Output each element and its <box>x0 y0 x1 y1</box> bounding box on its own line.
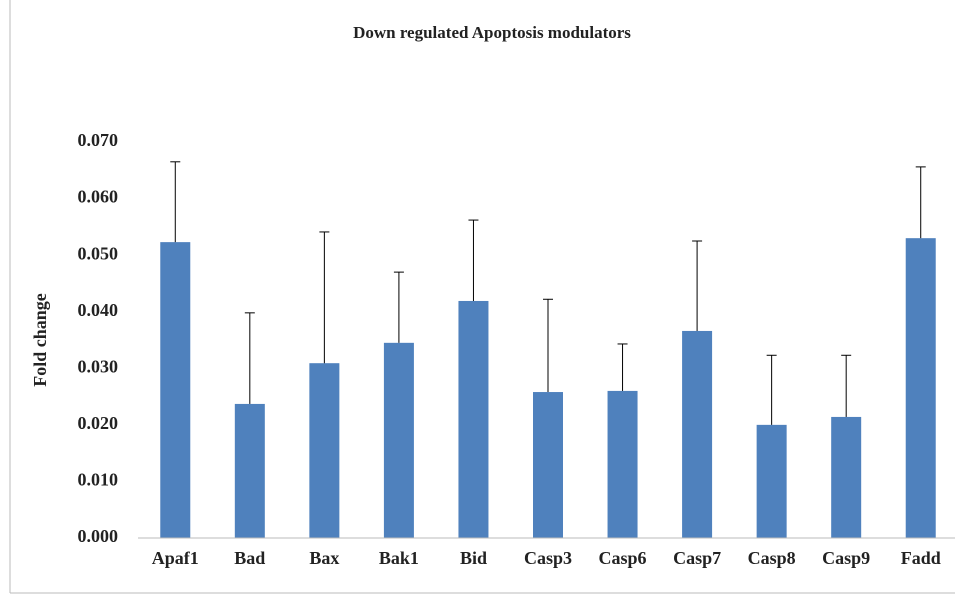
x-tick-label: Casp9 <box>822 548 870 568</box>
error-bar <box>468 219 479 301</box>
error-bar <box>766 354 777 425</box>
bar <box>831 416 862 538</box>
x-tick-label: Fadd <box>901 548 941 568</box>
chart-title: Down regulated Apoptosis modulators <box>353 23 631 42</box>
bar <box>234 403 265 538</box>
bar <box>756 424 787 538</box>
error-bar <box>170 161 181 243</box>
x-tick-label: Bak1 <box>379 548 419 568</box>
bar <box>905 238 936 538</box>
error-bar <box>319 231 330 364</box>
y-tick-label: 0.000 <box>78 526 119 546</box>
x-tick-label: Casp3 <box>524 548 572 568</box>
bar <box>682 330 713 538</box>
error-bar <box>915 166 926 239</box>
x-tick-label: Bax <box>309 548 339 568</box>
y-tick-label: 0.040 <box>78 300 119 320</box>
y-tick-label: 0.060 <box>78 187 119 207</box>
error-bar <box>543 298 553 393</box>
y-tick-label: 0.030 <box>78 356 119 376</box>
x-tick-label: Casp7 <box>673 548 721 568</box>
x-tick-label: Casp6 <box>599 548 647 568</box>
bar <box>309 363 340 538</box>
x-tick-label: Bad <box>234 548 265 568</box>
bar <box>533 392 563 538</box>
bar <box>160 242 191 539</box>
error-bar <box>617 343 628 391</box>
error-bar <box>244 312 255 404</box>
y-axis-label: Fold change <box>30 293 50 387</box>
bar <box>458 300 489 538</box>
y-tick-label: 0.050 <box>78 243 119 263</box>
y-tick-label: 0.020 <box>78 413 119 433</box>
error-bar <box>692 240 703 331</box>
bar <box>383 342 414 538</box>
error-bar <box>393 271 404 343</box>
bar <box>607 390 638 538</box>
x-tick-label: Casp8 <box>748 548 796 568</box>
x-tick-label: Bid <box>460 548 487 568</box>
x-tick-label: Apaf1 <box>152 548 199 568</box>
y-tick-label: 0.070 <box>78 130 119 150</box>
error-bar <box>841 354 852 417</box>
y-tick-label: 0.010 <box>78 470 119 490</box>
